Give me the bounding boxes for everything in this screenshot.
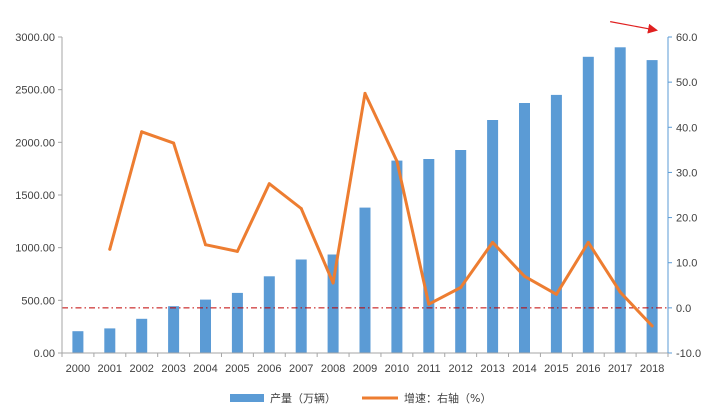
left-tick-label: 2000.00 [15, 137, 55, 149]
x-tick-label: 2009 [353, 363, 377, 375]
bar-2011 [423, 159, 435, 353]
bar-2008 [327, 254, 339, 353]
growth-point-2016 [586, 240, 590, 244]
right-tick-label: -10.0 [676, 348, 701, 360]
growth-point-2001 [108, 247, 112, 251]
x-tick-label: 2002 [129, 363, 153, 375]
bar-2000 [72, 331, 84, 353]
left-tick-label: 1500.00 [15, 190, 55, 202]
legend-label-line: 增速：右轴（%） [404, 391, 491, 405]
growth-point-2006 [267, 182, 271, 186]
growth-point-2005 [235, 249, 239, 253]
x-tick-label: 2006 [257, 363, 281, 375]
bar-2010 [391, 160, 403, 353]
growth-point-2010 [395, 159, 399, 163]
left-tick-label: 1000.00 [15, 243, 55, 255]
bar-2007 [295, 259, 307, 353]
growth-line [108, 91, 654, 328]
bar-2012 [455, 150, 467, 353]
growth-point-2015 [554, 292, 558, 296]
bar-2017 [614, 47, 626, 354]
x-tick-label: 2013 [480, 363, 504, 375]
growth-point-2007 [299, 207, 303, 210]
line-series [108, 91, 654, 328]
left-tick-label: 3000.00 [15, 32, 55, 44]
growth-point-2002 [140, 130, 144, 134]
bar-2015 [550, 94, 562, 354]
growth-point-2011 [427, 302, 431, 306]
bar-2009 [359, 207, 371, 353]
growth-point-2013 [491, 240, 495, 244]
growth-point-2004 [204, 243, 207, 247]
axes: 0.00 500.00 1000.00 1500.00 2000.00 2500.00 30… [15, 32, 701, 375]
right-tick-label: 60.0 [676, 32, 697, 44]
x-tick-label: 2000 [66, 363, 90, 375]
legend: 产量（万辆） 增速：右轴（%） [230, 391, 491, 405]
growth-point-2003 [172, 141, 176, 145]
x-tick-label: 2011 [417, 363, 441, 375]
x-tick-label: 2016 [576, 363, 600, 375]
x-tick-label: 2012 [448, 363, 472, 375]
x-tick-label: 2005 [225, 363, 249, 375]
growth-point-2017 [618, 290, 622, 294]
left-tick-label: 2500.00 [15, 85, 55, 97]
growth-point-2009 [363, 91, 367, 95]
x-tick-label: 2014 [512, 363, 536, 375]
x-tick-label: 2010 [385, 363, 409, 375]
right-tick-label: 40.0 [676, 122, 697, 134]
right-tick-label: 0.0 [676, 303, 691, 315]
legend-swatch-bar [230, 394, 264, 402]
bar-2016 [582, 56, 594, 354]
growth-point-2012 [459, 286, 463, 289]
x-tick-label: 2018 [640, 363, 664, 375]
bar-2002 [136, 318, 148, 353]
x-tick-label: 2001 [98, 363, 122, 375]
bar-2003 [168, 306, 180, 353]
x-tick-label: 2003 [161, 363, 185, 375]
bar-2013 [487, 120, 499, 353]
left-tick-label: 0.00 [34, 348, 55, 360]
x-tick-label: 2017 [608, 363, 632, 375]
right-tick-label: 50.0 [676, 77, 697, 89]
bar-2001 [104, 328, 116, 353]
annotation-arrow [610, 21, 659, 34]
growth-point-2014 [523, 274, 526, 278]
bar-2006 [263, 276, 275, 353]
x-tick-label: 2004 [193, 363, 217, 375]
right-tick-label: 20.0 [676, 213, 697, 225]
x-tick-label: 2015 [544, 363, 568, 375]
bar-2014 [519, 103, 530, 353]
bar-series [72, 47, 658, 354]
bar-2004 [200, 299, 211, 353]
growth-point-2008 [331, 281, 335, 285]
x-tick-label: 2008 [321, 363, 345, 375]
bar-2018 [646, 60, 658, 353]
left-tick-label: 500.00 [21, 295, 55, 307]
annotation-group [610, 21, 659, 34]
growth-point-2018 [650, 324, 654, 328]
bar-2005 [231, 292, 243, 353]
x-tick-label: 2007 [289, 363, 313, 375]
right-tick-label: 30.0 [676, 167, 697, 179]
right-tick-label: 10.0 [676, 258, 697, 270]
legend-label-bar: 产量（万辆） [270, 391, 336, 405]
